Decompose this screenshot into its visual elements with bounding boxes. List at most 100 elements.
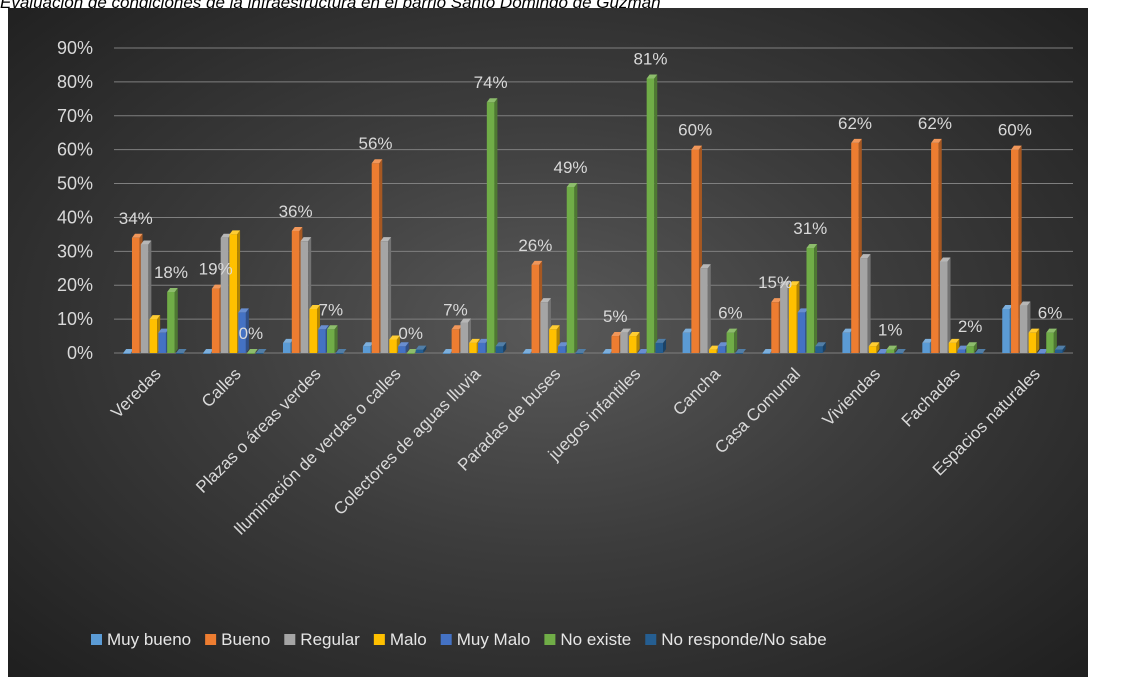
bar-front xyxy=(415,349,424,353)
bar-top xyxy=(469,338,480,343)
bar-colectores-de-aguas-lluvia-no-existe xyxy=(486,98,498,353)
bar-paradas-de-buses-muy-bueno xyxy=(522,349,534,354)
bar-front xyxy=(655,342,664,353)
bar-side xyxy=(973,342,977,353)
data-label: 31% xyxy=(793,219,827,238)
data-label: 26% xyxy=(518,236,552,255)
bar-top xyxy=(1055,345,1066,350)
data-label: 74% xyxy=(474,73,508,92)
bar-front xyxy=(335,353,344,354)
bar-top xyxy=(255,349,267,353)
bar-top xyxy=(203,349,214,353)
bar-front xyxy=(549,329,557,353)
bar-side xyxy=(574,182,578,353)
bar-top xyxy=(868,342,880,347)
bar-side xyxy=(654,74,658,353)
bar-fachadas-no-existe xyxy=(966,342,977,353)
legend-label: Malo xyxy=(390,630,427,649)
bar-side xyxy=(423,345,427,353)
data-label: 2% xyxy=(958,317,983,336)
bar-front xyxy=(842,332,851,353)
bar-front xyxy=(131,237,140,353)
bar-side xyxy=(1018,145,1022,353)
bar-top xyxy=(362,342,374,347)
bar-front xyxy=(123,353,131,354)
category-label: Casa Comunal xyxy=(711,364,804,457)
bar-front xyxy=(771,302,779,353)
bar-top xyxy=(531,260,543,265)
bar-top xyxy=(291,227,303,231)
legend-item-no-existe: No existe xyxy=(544,630,631,649)
bar-juegos-infantiles-muy-bueno xyxy=(602,349,614,354)
bar-top xyxy=(726,328,738,333)
bar-top xyxy=(540,298,551,303)
y-tick-label: 0% xyxy=(67,343,93,363)
data-label: 7% xyxy=(443,300,468,319)
bar-front xyxy=(851,142,859,353)
bar-plazas-o-areas-verdes-no-responde-no-sabe xyxy=(335,349,347,354)
bar-top xyxy=(309,304,320,309)
bar-top xyxy=(326,325,338,330)
bar-veredas-no-responde-no-sabe xyxy=(175,349,187,354)
bar-top xyxy=(602,349,614,353)
y-tick-label: 70% xyxy=(57,106,93,126)
data-label: 1% xyxy=(878,321,903,340)
bar-calles-muy-malo xyxy=(238,308,249,353)
legend-swatch xyxy=(91,634,102,645)
bar-front xyxy=(629,336,637,353)
data-label: 5% xyxy=(603,307,628,326)
bar-top xyxy=(1019,301,1031,306)
legend-item-malo: Malo xyxy=(373,630,427,649)
bar-top xyxy=(1037,349,1049,353)
bar-cancha-regular xyxy=(700,264,711,353)
bar-top xyxy=(335,349,347,353)
legend-label: Muy bueno xyxy=(107,630,191,649)
bar-side xyxy=(947,257,951,353)
bar-front xyxy=(300,241,309,353)
bar-top xyxy=(1028,328,1040,333)
bar-front xyxy=(371,163,380,353)
bar-top xyxy=(220,233,232,238)
bar-front xyxy=(1037,353,1046,354)
bar-top xyxy=(566,182,578,187)
bar-top xyxy=(886,345,898,350)
data-label: 19% xyxy=(199,260,233,279)
data-label: 60% xyxy=(678,121,712,140)
bar-top xyxy=(700,264,711,269)
bars xyxy=(123,74,1066,354)
bar-top xyxy=(931,138,942,143)
bar-iluminacion-de-verdas-o-calles-no-responde-no-sabe xyxy=(415,345,427,353)
data-label: 60% xyxy=(998,121,1032,140)
category-label: Cancha xyxy=(669,364,724,419)
bar-top xyxy=(371,159,383,164)
bar-top xyxy=(815,342,826,347)
bar-top xyxy=(247,349,258,353)
y-tick-label: 50% xyxy=(57,174,93,194)
legend-item-regular: Regular xyxy=(284,630,360,649)
bar-top xyxy=(442,349,454,353)
legend-label: Muy Malo xyxy=(457,630,531,649)
bar-viviendas-muy-malo xyxy=(877,349,889,354)
bar-top xyxy=(842,328,854,333)
bar-side xyxy=(636,332,640,353)
bar-front xyxy=(868,346,877,353)
bar-front xyxy=(860,258,868,353)
bar-veredas-no-existe xyxy=(167,288,178,353)
bar-top xyxy=(691,145,702,150)
bar-front xyxy=(726,332,735,353)
bar-top xyxy=(788,281,800,286)
category-label: Calles xyxy=(198,364,245,411)
bar-front xyxy=(957,349,966,353)
bar-fachadas-no-responde-no-sabe xyxy=(975,349,986,354)
bar-front xyxy=(708,349,717,353)
bar-front xyxy=(637,353,646,354)
bar-front xyxy=(806,247,815,353)
bar-front xyxy=(566,186,575,353)
bar-top xyxy=(762,349,774,353)
bar-front xyxy=(167,292,175,353)
data-label: 62% xyxy=(838,114,872,133)
legend: Muy bueno Bueno Regular Malo Muy Malo No exis… xyxy=(91,630,827,649)
y-tick-label: 20% xyxy=(57,275,93,295)
bar-top xyxy=(229,230,241,235)
bar-front xyxy=(282,342,291,353)
